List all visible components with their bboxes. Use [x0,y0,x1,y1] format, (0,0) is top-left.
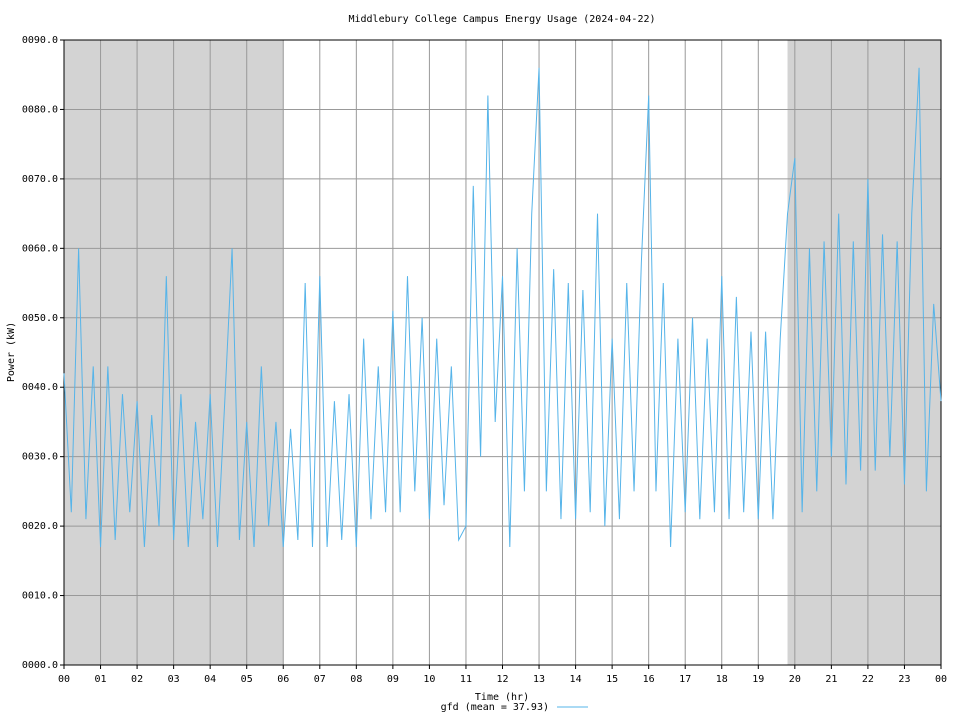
x-tick-label: 11 [460,674,472,685]
y-axis-label: Power (kW) [6,322,17,382]
y-tick-label: 0090.0 [22,35,58,46]
x-tick-label: 23 [898,674,910,685]
x-tick-label: 17 [679,674,691,685]
y-tick-label: 0020.0 [22,521,58,532]
x-tick-label: 22 [862,674,874,685]
x-tick-label: 07 [314,674,326,685]
y-tick-label: 0060.0 [22,243,58,254]
chart-title: Middlebury College Campus Energy Usage (… [348,14,655,25]
shaded-range [787,40,941,665]
x-tick-label: 09 [387,674,399,685]
x-tick-label: 04 [204,674,216,685]
y-tick-label: 0040.0 [22,382,58,393]
y-tick-label: 0070.0 [22,174,58,185]
x-tick-label: 02 [131,674,143,685]
x-tick-label: 00 [935,674,947,685]
x-tick-label: 01 [95,674,107,685]
x-tick-label: 05 [241,674,253,685]
x-tick-label: 15 [606,674,618,685]
x-tick-label: 20 [789,674,801,685]
x-tick-label: 03 [168,674,180,685]
y-tick-label: 0000.0 [22,660,58,671]
y-tick-label: 0080.0 [22,104,58,115]
y-tick-label: 0050.0 [22,313,58,324]
x-tick-label: 18 [716,674,728,685]
x-tick-label: 14 [570,674,582,685]
x-tick-label: 21 [825,674,837,685]
data-line [63,67,942,547]
x-tick-label: 08 [350,674,362,685]
x-tick-label: 13 [533,674,545,685]
y-tick-label: 0030.0 [22,452,58,463]
x-tick-label: 10 [423,674,435,685]
y-tick-label: 0010.0 [22,591,58,602]
x-tick-label: 16 [643,674,655,685]
x-tick-label: 19 [752,674,764,685]
x-tick-label: 00 [58,674,70,685]
plot-border [63,39,942,666]
x-axis-label: Time (hr) [475,692,529,703]
legend-label: gfd (mean = 37.93) [441,702,549,713]
x-tick-label: 12 [496,674,508,685]
x-tick-label: 06 [277,674,289,685]
